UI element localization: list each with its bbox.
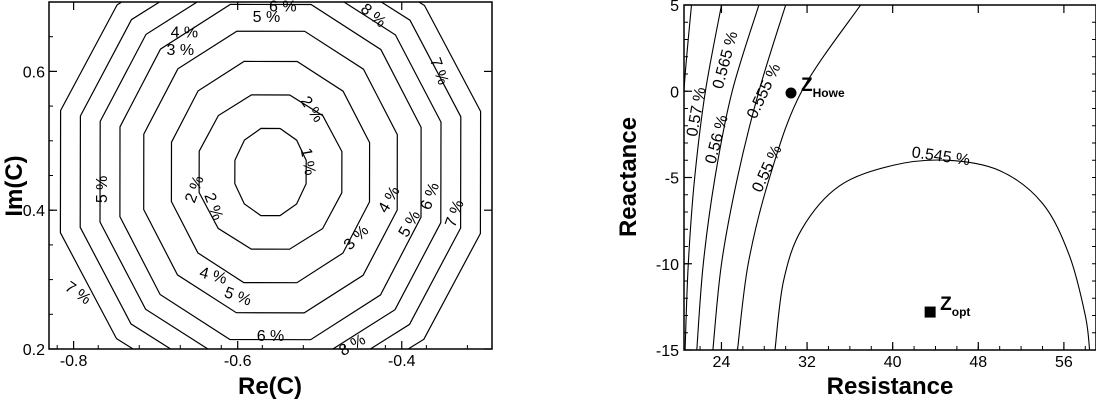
right-plot-frame [683, 4, 1096, 351]
contour-label: 3 % [166, 42, 194, 59]
right-y-axis-label: Reactance [615, 117, 642, 237]
y-tick-label: 0.2 [23, 342, 45, 359]
left-plot-frame [48, 1, 493, 350]
contour-label: 5 % [396, 208, 425, 240]
z-howe-marker [785, 87, 797, 99]
right-x-axis-label: Resistance [827, 373, 954, 400]
contour-line-6 [774, 159, 1091, 350]
contour-line-4 [712, 5, 787, 350]
y-tick-label: -15 [656, 343, 679, 360]
contour-label: 7 % [426, 56, 451, 88]
contour-label: 4 % [171, 25, 199, 42]
contour-line-1 [234, 127, 307, 217]
x-tick-label: -0.4 [388, 353, 416, 370]
x-tick-label: 24 [713, 354, 731, 371]
contour-line-6 [99, 2, 442, 349]
contour-label: 7 % [62, 279, 94, 309]
contour-line-2 [684, 5, 723, 350]
contour-label: 0.57 % [684, 86, 709, 138]
contour-label: 5 % [253, 9, 281, 26]
contour-line-5 [119, 3, 422, 341]
contour-line-3 [696, 5, 760, 350]
contour-label: 0.545 % [911, 144, 972, 169]
contour-label: 7 % [442, 198, 467, 230]
contour-label: 0.56 % [703, 113, 732, 166]
contour-line-3 [170, 60, 371, 284]
x-tick-label: -0.8 [60, 353, 88, 370]
contour-label: 0.55 % [749, 143, 785, 195]
contour-line-5 [736, 5, 862, 350]
contour-label: 8 % [357, 1, 389, 32]
left-y-axis-label: Im(C) [1, 155, 28, 216]
y-tick-label: 0.6 [23, 64, 45, 81]
contour-label: 8 % [336, 331, 368, 360]
x-tick-label: 56 [1055, 354, 1073, 371]
x-tick-label: 48 [969, 354, 987, 371]
contour-label: 1 % [297, 147, 319, 177]
x-tick-label: 40 [884, 354, 902, 371]
contour-label: 6 % [269, 0, 297, 15]
z-opt-marker [924, 306, 936, 318]
x-tick-label: -0.6 [224, 353, 252, 370]
marker-label: Zopt [940, 294, 970, 319]
y-tick-label: 5 [670, 0, 679, 15]
contour-label: 2 % [200, 191, 225, 223]
contour-line-2 [198, 94, 343, 250]
right-contour-plot: 0.57 %0.565 %0.56 %0.555 %0.55 % 0.545 %Z… [615, 0, 1096, 400]
contour-label: 4 % [198, 264, 229, 288]
y-tick-label: -5 [665, 171, 679, 188]
left-x-axis-label: Re(C) [238, 373, 302, 400]
contour-line-7 [79, 2, 462, 349]
contour-label: 0.555 % [744, 61, 784, 121]
contour-label: 5 % [94, 176, 111, 204]
y-tick-label: -10 [656, 257, 679, 274]
y-tick-label: 0 [670, 84, 679, 101]
y-tick-label: 0.4 [23, 203, 45, 220]
contour-line-4 [143, 30, 398, 314]
x-tick-label: 32 [798, 354, 816, 371]
contour-label: 6 % [257, 328, 285, 345]
contour-label: 2 % [297, 93, 327, 125]
marker-label: ZHowe [801, 75, 845, 100]
left-contour-plot: 1 %2 %2 %2 %3 %3 %4 %4 %4 %5 %5 %5 %5 %6… [1, 0, 493, 400]
contour-line-8 [59, 2, 482, 349]
contour-label: 4 % [375, 184, 404, 216]
